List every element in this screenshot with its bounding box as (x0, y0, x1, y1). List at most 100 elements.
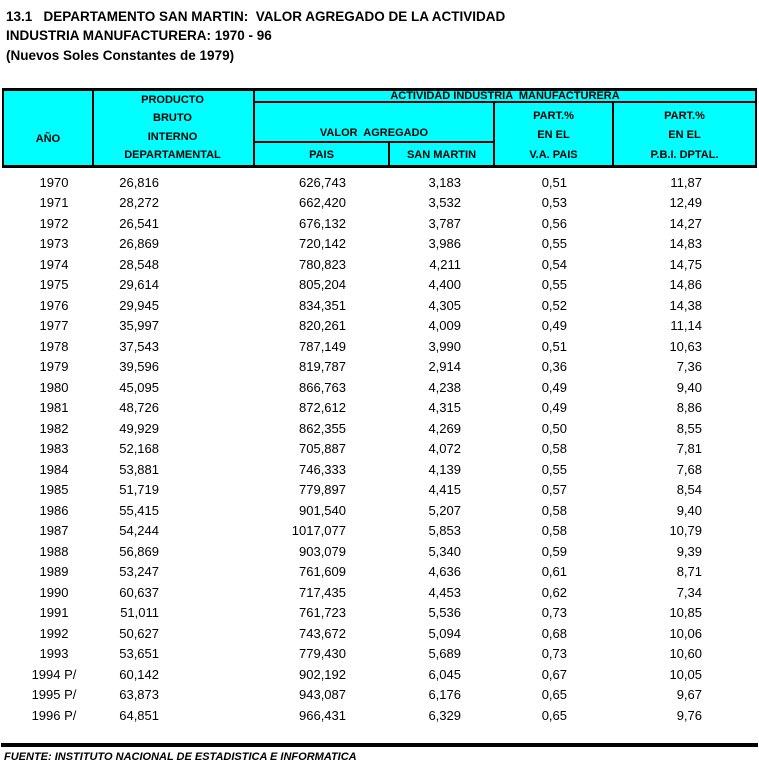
cell-valor-agregado-pais: 787,149 (299, 338, 346, 354)
cell-pbi-departamental: 51,011 (120, 605, 159, 621)
column-header-year: AÑO (35, 133, 61, 145)
cell-year: 1991 (39, 605, 69, 621)
cell-year: 1993 (39, 646, 69, 662)
cell-pbi-departamental: 60,142 (119, 666, 159, 682)
cell-valor-agregado-san-martin: 6,045 (428, 666, 461, 682)
subgroup-header-valor-agregado: VALOR AGREGADO (319, 127, 429, 139)
cell-part-pbi-dptal: 10,63 (669, 338, 702, 354)
group-title-underline (255, 101, 755, 103)
table-row: 1973 26,869 720,142 3,986 0,55 14,83 (4, 234, 755, 255)
cell-valor-agregado-san-martin: 5,689 (428, 646, 461, 662)
cell-part-pbi-dptal: 10,60 (669, 646, 702, 662)
cell-part-va-pais: 0,53 (541, 195, 567, 211)
cell-part-pbi-dptal: 7,68 (676, 461, 702, 477)
cell-part-va-pais: 0,62 (541, 584, 567, 600)
cell-pbi-departamental: 53,247 (119, 564, 159, 580)
cell-valor-agregado-pais: 834,351 (299, 297, 346, 313)
cell-valor-agregado-san-martin: 3,183 (428, 174, 461, 190)
divider-pbi-group (253, 91, 255, 165)
cell-part-va-pais: 0,73 (541, 646, 567, 662)
cell-part-va-pais: 0,51 (541, 338, 567, 354)
table-row: 1980 45,095 866,763 4,238 0,49 9,40 (4, 377, 755, 398)
cell-pbi-departamental: 26,816 (119, 174, 159, 190)
cell-valor-agregado-san-martin: 4,238 (428, 379, 461, 395)
cell-part-va-pais: 0,57 (541, 482, 567, 498)
cell-year: 1978 (39, 338, 69, 354)
part-pbi-header-line: EN EL (668, 129, 701, 142)
cell-pbi-departamental: 51,719 (119, 482, 159, 498)
cell-valor-agregado-san-martin: 4,400 (428, 277, 461, 293)
column-header-part-pbi-dptal: PART.% EN EL P.B.I. DPTAL. (614, 107, 755, 165)
cell-valor-agregado-san-martin: 6,176 (428, 687, 461, 703)
cell-part-pbi-dptal: 9,40 (676, 502, 702, 518)
cell-year: 1979 (39, 359, 69, 375)
part-pbi-header-line: PART.% (664, 110, 705, 123)
column-header-san-martin: SAN MARTIN (406, 149, 477, 161)
cell-year: 1977 (39, 318, 69, 334)
cell-year: 1982 (39, 420, 69, 436)
cell-valor-agregado-pais: 662,420 (299, 195, 346, 211)
table-row: 1987 54,244 1017,077 5,853 0,58 10,79 (4, 521, 755, 542)
cell-year: 1970 (39, 174, 69, 190)
cell-valor-agregado-pais: 779,430 (299, 646, 346, 662)
table-row: 1981 48,726 872,612 4,315 0,49 8,86 (4, 398, 755, 419)
table-row: 1972 26,541 676,132 3,787 0,56 14,27 (4, 213, 755, 234)
cell-valor-agregado-pais: 862,355 (299, 420, 346, 436)
cell-valor-agregado-san-martin: 4,072 (428, 441, 461, 457)
cell-year: 1996 P/ (31, 707, 77, 723)
cell-pbi-departamental: 37,543 (119, 338, 159, 354)
table-row: 1993 53,651 779,430 5,689 0,73 10,60 (4, 644, 755, 665)
cell-part-va-pais: 0,73 (541, 605, 567, 621)
cell-valor-agregado-pais: 866,763 (299, 379, 346, 395)
cell-part-pbi-dptal: 7,81 (676, 441, 702, 457)
cell-part-pbi-dptal: 12,49 (669, 195, 702, 211)
source-note: FUENTE: INSTITUTO NACIONAL DE ESTADISTIC… (4, 751, 357, 763)
cell-valor-agregado-san-martin: 4,211 (429, 256, 461, 272)
cell-valor-agregado-pais: 819,787 (299, 359, 346, 375)
cell-pbi-departamental: 29,945 (119, 297, 159, 313)
divider-pais-sanmartin (388, 143, 390, 165)
table-row: 1989 53,247 761,609 4,636 0,61 8,71 (4, 562, 755, 583)
table-row: 1991 51,011 761,723 5,536 0,73 10,85 (4, 603, 755, 624)
cell-part-va-pais: 0,36 (541, 359, 567, 375)
cell-valor-agregado-san-martin: 6,329 (428, 707, 461, 723)
cell-pbi-departamental: 56,869 (119, 543, 159, 559)
cell-pbi-departamental: 64,851 (119, 707, 159, 723)
cell-valor-agregado-san-martin: 5,536 (428, 605, 461, 621)
table-row: 1995 P/63,873 943,087 6,176 0,65 9,67 (4, 685, 755, 706)
cell-valor-agregado-san-martin: 3,986 (428, 236, 461, 252)
cell-pbi-departamental: 45,095 (119, 379, 159, 395)
cell-part-pbi-dptal: 10,06 (669, 625, 702, 641)
cell-pbi-departamental: 29,614 (119, 277, 159, 293)
divider-year-pbi (92, 91, 94, 165)
cell-part-pbi-dptal: 14,27 (669, 215, 702, 231)
cell-valor-agregado-pais: 903,079 (299, 543, 346, 559)
cell-part-va-pais: 0,58 (541, 441, 567, 457)
cell-valor-agregado-pais: 901,540 (299, 502, 346, 518)
cell-year: 1971 (39, 195, 69, 211)
cell-part-va-pais: 0,58 (541, 502, 567, 518)
table-row: 1979 39,596 819,787 2,914 0,36 7,36 (4, 357, 755, 378)
valor-agregado-underline (255, 141, 493, 143)
cell-valor-agregado-pais: 820,261 (299, 318, 346, 334)
cell-part-pbi-dptal: 14,86 (669, 277, 702, 293)
cell-part-va-pais: 0,49 (541, 400, 567, 416)
cell-year: 1987 (39, 523, 69, 539)
table-row: 1994 P/60,142 902,192 6,045 0,67 10,05 (4, 664, 755, 685)
cell-year: 1980 (39, 379, 69, 395)
cell-valor-agregado-pais: 872,612 (299, 400, 346, 416)
cell-part-va-pais: 0,65 (541, 687, 567, 703)
cell-year: 1988 (39, 543, 69, 559)
table-row: 1988 56,869 903,079 5,340 0,59 9,39 (4, 541, 755, 562)
cell-pbi-departamental: 48,726 (119, 400, 159, 416)
cell-part-va-pais: 0,50 (541, 420, 567, 436)
cell-valor-agregado-pais: 705,887 (299, 441, 346, 457)
table-row: 1983 52,168 705,887 4,072 0,58 7,81 (4, 439, 755, 460)
part-va-header-line: V.A. PAIS (529, 148, 578, 161)
cell-valor-agregado-pais: 626,743 (299, 174, 346, 190)
cell-pbi-departamental: 35,997 (119, 318, 159, 334)
cell-valor-agregado-pais: 779,897 (299, 482, 346, 498)
cell-year: 1983 (39, 441, 69, 457)
cell-part-pbi-dptal: 9,39 (676, 543, 702, 559)
